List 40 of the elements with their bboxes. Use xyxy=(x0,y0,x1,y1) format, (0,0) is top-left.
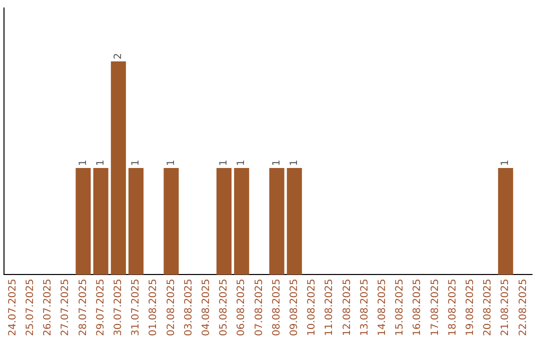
x-tick-label: 27.07.2025 xyxy=(60,278,72,336)
x-tick-label: 21.08.2025 xyxy=(500,278,512,336)
x-tick-label: 17.08.2025 xyxy=(430,278,441,336)
x-tick-label: 29.07.2025 xyxy=(95,278,106,336)
x-tick-label: 05.08.2025 xyxy=(218,278,230,336)
x-tick-label: 09.08.2025 xyxy=(288,278,300,336)
data-label: 1 xyxy=(500,160,512,166)
x-tick-label: 25.07.2025 xyxy=(24,278,36,336)
x-tick-label: 24.07.2025 xyxy=(7,278,18,336)
x-tick-label: 18.08.2025 xyxy=(447,278,458,336)
x-tick-label: 08.08.2025 xyxy=(271,278,282,336)
x-tick-label: 07.08.2025 xyxy=(254,278,265,336)
x-tick-label: 11.08.2025 xyxy=(324,278,336,336)
x-tick-label: 22.08.2025 xyxy=(518,278,529,336)
x-tick-label: 15.08.2025 xyxy=(394,278,406,336)
x-tick-label: 30.07.2025 xyxy=(112,278,124,336)
x-tick-label: 31.07.2025 xyxy=(130,278,142,336)
x-tick-label: 03.08.2025 xyxy=(183,278,194,336)
data-label: 1 xyxy=(130,160,142,166)
x-tick-label: 13.08.2025 xyxy=(359,278,370,336)
x-tick-label: 20.08.2025 xyxy=(482,278,494,336)
x-tick-label: 14.08.2025 xyxy=(376,278,388,336)
data-label: 1 xyxy=(271,160,282,166)
x-tick-label: 06.08.2025 xyxy=(236,278,248,336)
data-label: 1 xyxy=(78,160,89,166)
x-tick-label: 26.07.2025 xyxy=(42,278,54,336)
x-tick-label: 01.08.2025 xyxy=(148,278,160,336)
data-label: 1 xyxy=(236,160,248,166)
x-tick-label: 16.08.2025 xyxy=(412,278,424,336)
data-label: 1 xyxy=(166,160,177,166)
x-tick-label: 04.08.2025 xyxy=(200,278,212,336)
data-label: 1 xyxy=(288,160,300,166)
data-label: 1 xyxy=(95,160,106,166)
data-label: 1 xyxy=(218,160,230,166)
x-tick-label: 10.08.2025 xyxy=(306,278,318,336)
x-tick-label: 19.08.2025 xyxy=(464,278,476,336)
x-tick-label: 12.08.2025 xyxy=(342,278,353,336)
data-label: 2 xyxy=(112,52,124,60)
x-tick-label: 02.08.2025 xyxy=(166,278,177,336)
x-tick-label: 28.07.2025 xyxy=(78,278,89,336)
